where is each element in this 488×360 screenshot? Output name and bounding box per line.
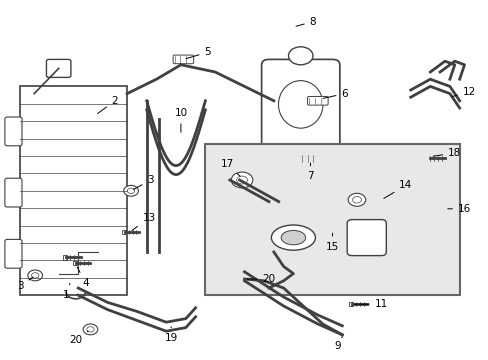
Circle shape [288, 47, 312, 65]
Circle shape [87, 327, 94, 332]
Text: 13: 13 [132, 213, 156, 230]
FancyBboxPatch shape [5, 178, 22, 207]
FancyBboxPatch shape [307, 96, 327, 105]
Bar [122, 230, 125, 234]
Text: 9: 9 [333, 337, 342, 351]
Circle shape [231, 172, 252, 188]
Text: 17: 17 [220, 159, 240, 176]
Text: 11: 11 [354, 299, 387, 309]
Text: 20: 20 [69, 331, 88, 345]
Circle shape [28, 270, 42, 281]
Text: 4: 4 [77, 267, 89, 288]
Circle shape [83, 324, 98, 335]
Bar [63, 255, 67, 260]
Bar [20, 86, 127, 295]
Bar [427, 156, 430, 161]
Text: 14: 14 [383, 180, 412, 198]
FancyBboxPatch shape [261, 59, 339, 149]
Circle shape [31, 273, 39, 278]
Text: 8: 8 [295, 17, 316, 27]
Circle shape [127, 188, 134, 194]
Ellipse shape [281, 230, 305, 245]
Text: 12: 12 [451, 87, 475, 97]
Text: 2: 2 [98, 96, 118, 113]
FancyBboxPatch shape [173, 55, 193, 64]
Text: 15: 15 [325, 233, 339, 252]
Circle shape [347, 193, 365, 206]
Bar [348, 302, 352, 306]
FancyBboxPatch shape [5, 117, 22, 146]
Text: 7: 7 [306, 163, 313, 181]
Text: 3: 3 [17, 277, 33, 291]
Circle shape [236, 176, 247, 184]
FancyBboxPatch shape [300, 154, 320, 163]
Text: 18: 18 [432, 148, 461, 158]
Circle shape [123, 185, 138, 196]
Text: 1: 1 [62, 283, 70, 300]
Text: 3: 3 [133, 175, 154, 189]
Ellipse shape [278, 81, 323, 128]
Circle shape [237, 274, 251, 284]
FancyBboxPatch shape [5, 239, 22, 268]
Circle shape [352, 197, 361, 203]
Ellipse shape [271, 225, 315, 250]
Text: 19: 19 [164, 327, 178, 343]
Text: 5: 5 [185, 47, 211, 59]
Text: 10: 10 [174, 108, 187, 132]
FancyBboxPatch shape [205, 144, 459, 295]
Bar [73, 261, 77, 265]
Text: 6: 6 [323, 89, 347, 99]
Text: 16: 16 [447, 204, 470, 214]
Text: 20: 20 [247, 274, 275, 284]
FancyBboxPatch shape [46, 59, 71, 77]
Circle shape [240, 276, 247, 282]
FancyBboxPatch shape [346, 220, 386, 256]
